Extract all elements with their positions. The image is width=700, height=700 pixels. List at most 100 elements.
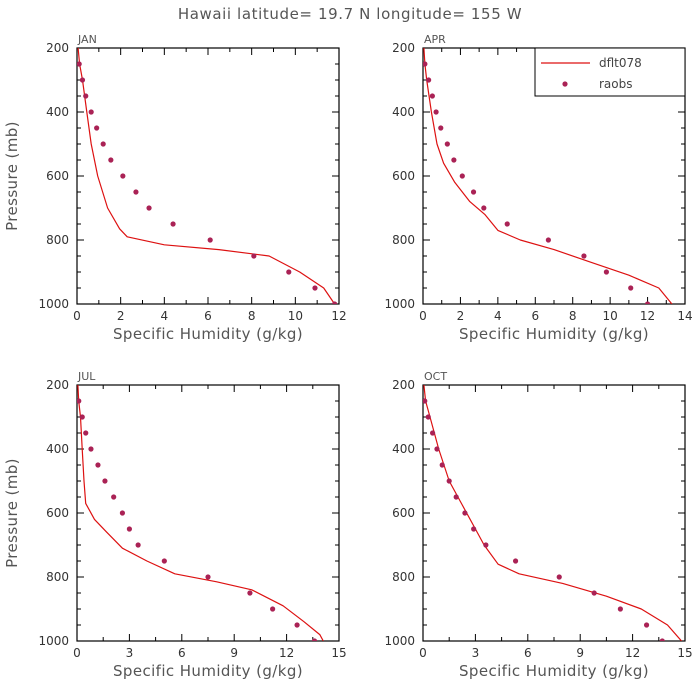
raobs-point xyxy=(644,301,651,304)
raobs-point xyxy=(617,606,623,612)
raobs-point xyxy=(504,221,510,227)
plot-frame xyxy=(76,384,340,642)
x-tick-label: 6 xyxy=(524,646,532,660)
x-tick-label: 6 xyxy=(178,646,186,660)
raobs-point xyxy=(332,301,338,304)
y-tick-label: 600 xyxy=(392,506,415,520)
y-axis-label: Pressure (mb) xyxy=(3,458,21,568)
raobs-point xyxy=(126,526,132,532)
raobs-point xyxy=(426,77,432,83)
raobs-point xyxy=(88,446,94,452)
x-tick-label: 8 xyxy=(248,309,256,323)
raobs-point xyxy=(286,269,292,275)
plot-frame xyxy=(76,47,340,305)
raobs-point xyxy=(459,173,465,179)
raobs-point xyxy=(438,125,444,131)
panel-jul: 200 400 600 800 1000 0 3 6 9 12 15 JUL Specific Humi… xyxy=(3,370,347,680)
x-tick-label: 15 xyxy=(331,646,346,660)
raobs-point xyxy=(628,285,634,291)
y-tick-label: 200 xyxy=(46,378,69,392)
plot-frame xyxy=(422,384,686,642)
x-tick-label: 2 xyxy=(117,309,125,323)
raobs-point xyxy=(470,189,477,195)
panel-month-label: JUL xyxy=(77,370,96,383)
plot-area xyxy=(77,48,338,304)
panel-month-label: OCT xyxy=(424,370,447,383)
raobs-point xyxy=(100,141,106,147)
y-tick-label: 600 xyxy=(392,169,415,183)
x-tick-label: 14 xyxy=(677,309,692,323)
raobs-point xyxy=(434,446,440,452)
y-tick-label: 400 xyxy=(46,442,69,456)
raobs-point xyxy=(439,462,445,468)
raobs-point xyxy=(161,558,167,564)
x-tick-label: 6 xyxy=(531,309,539,323)
y-tick-label: 200 xyxy=(392,378,415,392)
raobs-point xyxy=(462,510,468,516)
raobs-point xyxy=(207,237,213,243)
plot-area xyxy=(423,48,673,304)
panel-apr: 200 400 600 800 1000 0 2 4 6 8 10 12 14 APR Specific H… xyxy=(384,33,692,343)
y-tick-label: 800 xyxy=(46,233,69,247)
x-axis-label: Specific Humidity (g/kg) xyxy=(459,662,649,680)
x-tick-label: 4 xyxy=(494,309,502,323)
raobs-point xyxy=(591,590,597,596)
raobs-point xyxy=(88,109,94,115)
raobs-point xyxy=(446,478,452,484)
raobs-point xyxy=(483,542,489,548)
x-tick-label: 9 xyxy=(230,646,238,660)
raobs-point xyxy=(643,622,650,628)
y-tick-label: 400 xyxy=(392,105,415,119)
raobs-point xyxy=(119,510,126,516)
x-axis-label: Specific Humidity (g/kg) xyxy=(113,662,303,680)
raobs-point xyxy=(556,574,562,580)
x-tick-label: 12 xyxy=(640,309,655,323)
raobs-point xyxy=(581,253,587,259)
y-axis-label: Pressure (mb) xyxy=(3,121,21,231)
series-line-dflt078 xyxy=(77,48,336,304)
panel-month-label: APR xyxy=(424,33,446,46)
raobs-point xyxy=(433,109,439,115)
panel-oct: 200 400 600 800 1000 0 3 6 9 12 15 OCT Specific Humi… xyxy=(384,370,692,680)
panel-jan: 200 400 600 800 1000 0 2 4 6 8 10 12 JAN Specific Hum… xyxy=(3,33,347,343)
series-line-dflt078 xyxy=(77,385,324,641)
x-tick-label: 0 xyxy=(73,309,81,323)
panel-month-label: JAN xyxy=(77,33,97,46)
raobs-point xyxy=(83,430,89,436)
figure-title: Hawaii latitude= 19.7 N longitude= 155 W xyxy=(178,5,522,23)
y-tick-label: 1000 xyxy=(38,634,69,648)
legend-dot-swatch xyxy=(562,81,568,87)
x-tick-label: 0 xyxy=(419,646,427,660)
plot-area xyxy=(423,385,682,641)
raobs-point xyxy=(423,398,428,404)
raobs-point xyxy=(133,189,139,195)
y-tick-label: 1000 xyxy=(384,634,415,648)
raobs-point xyxy=(111,494,117,500)
legend-obs-label: raobs xyxy=(599,77,633,91)
raobs-point xyxy=(95,462,101,468)
raobs-point xyxy=(77,398,82,404)
x-tick-label: 6 xyxy=(204,309,212,323)
y-tick-label: 1000 xyxy=(384,297,415,311)
raobs-point xyxy=(603,269,610,275)
raobs-point xyxy=(83,93,89,99)
raobs-point xyxy=(170,221,176,227)
x-tick-label: 10 xyxy=(288,309,303,323)
x-tick-label: 3 xyxy=(126,646,134,660)
x-tick-label: 15 xyxy=(677,646,692,660)
raobs-point xyxy=(135,542,141,548)
raobs-point xyxy=(94,125,100,131)
raobs-point xyxy=(481,205,487,211)
x-tick-label: 0 xyxy=(419,309,427,323)
x-axis-label: Specific Humidity (g/kg) xyxy=(459,325,649,343)
y-tick-label: 800 xyxy=(392,570,415,584)
y-tick-label: 600 xyxy=(46,169,69,183)
raobs-point xyxy=(251,253,257,259)
raobs-point xyxy=(430,430,436,436)
legend-box xyxy=(534,47,686,97)
raobs-point xyxy=(247,590,253,596)
y-tick-label: 200 xyxy=(46,41,69,55)
raobs-point xyxy=(79,77,86,83)
raobs-point xyxy=(79,414,85,420)
